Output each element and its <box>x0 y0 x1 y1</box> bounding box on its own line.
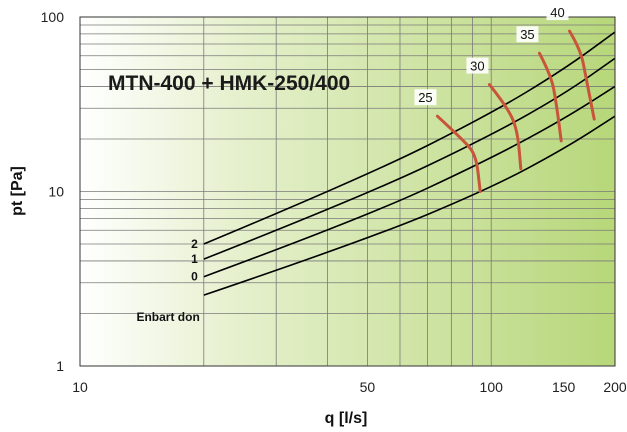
plot-frame <box>79 16 616 367</box>
x-tick-label: 150 <box>552 379 576 395</box>
y-tick-label: 1 <box>56 358 64 374</box>
series-line-1 <box>203 85 615 278</box>
flow-label-box <box>466 57 489 74</box>
flow-line-30 <box>487 83 523 171</box>
flow-line-25 <box>435 114 482 193</box>
series-line-3 <box>203 31 615 245</box>
flow-label-box <box>546 4 569 21</box>
flow-lines <box>435 29 596 193</box>
flow-label-box <box>414 89 437 106</box>
y-axis-label: pt [Pa] <box>9 166 26 216</box>
y-tick-label: 10 <box>48 184 64 200</box>
flow-label: 25 <box>418 90 432 105</box>
y-tick-label: 100 <box>41 9 65 25</box>
chart-title: MTN-400 + HMK-250/400 <box>108 72 350 95</box>
y-tick-labels: 1 10 100 <box>41 9 65 374</box>
x-tick-labels: 10 50 100 150 200 <box>72 379 627 395</box>
flow-line-40 <box>568 29 596 121</box>
flow-label: 40 <box>550 5 564 20</box>
curve-labels: Enbart don 0 12 25 30 35 40 <box>136 4 569 324</box>
x-tick-label: 200 <box>603 379 627 395</box>
x-axis-label: q [l/s] <box>325 410 368 427</box>
x-tick-label: 50 <box>360 379 376 395</box>
flow-label-box <box>516 26 539 43</box>
series-label: 2 <box>191 237 198 251</box>
curves <box>203 31 615 296</box>
flow-label: 35 <box>520 27 534 42</box>
series-label: 1 <box>191 252 198 266</box>
series-label: 0 <box>191 270 198 284</box>
series-label: Enbart don <box>136 310 199 324</box>
flow-label: 30 <box>470 59 484 74</box>
x-tick-label: 100 <box>480 379 504 395</box>
series-line-0 <box>203 115 615 296</box>
x-tick-label: 10 <box>72 379 88 395</box>
flow-line-35 <box>537 51 563 143</box>
